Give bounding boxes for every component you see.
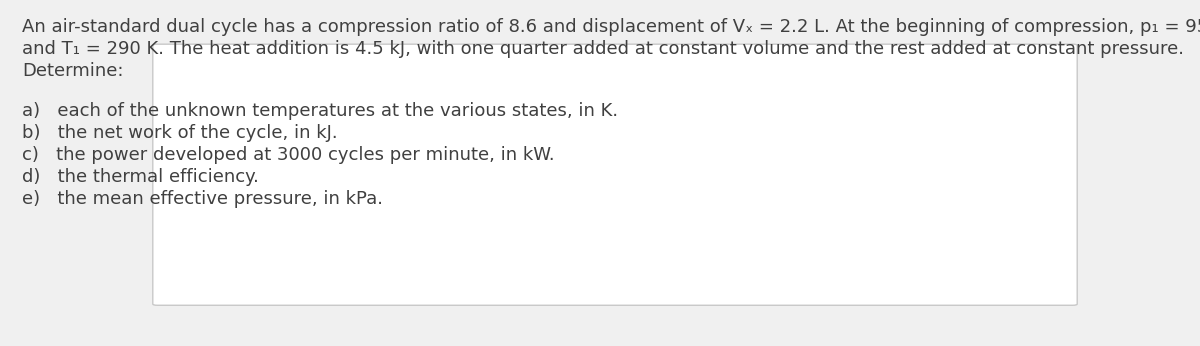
Text: Determine:: Determine: — [22, 62, 124, 80]
Text: e)   the mean effective pressure, in kPa.: e) the mean effective pressure, in kPa. — [22, 190, 383, 208]
FancyBboxPatch shape — [152, 44, 1078, 305]
Text: d)   the thermal efficiency.: d) the thermal efficiency. — [22, 168, 259, 186]
Text: c)   the power developed at 3000 cycles per minute, in kW.: c) the power developed at 3000 cycles pe… — [22, 146, 554, 164]
Text: a)   each of the unknown temperatures at the various states, in K.: a) each of the unknown temperatures at t… — [22, 102, 618, 120]
Text: An air-standard dual cycle has a compression ratio of 8.6 and displacement of Vₓ: An air-standard dual cycle has a compres… — [22, 18, 1200, 36]
Text: and T₁ = 290 K. The heat addition is 4.5 kJ, with one quarter added at constant : and T₁ = 290 K. The heat addition is 4.5… — [22, 40, 1184, 58]
Text: b)   the net work of the cycle, in kJ.: b) the net work of the cycle, in kJ. — [22, 124, 337, 142]
